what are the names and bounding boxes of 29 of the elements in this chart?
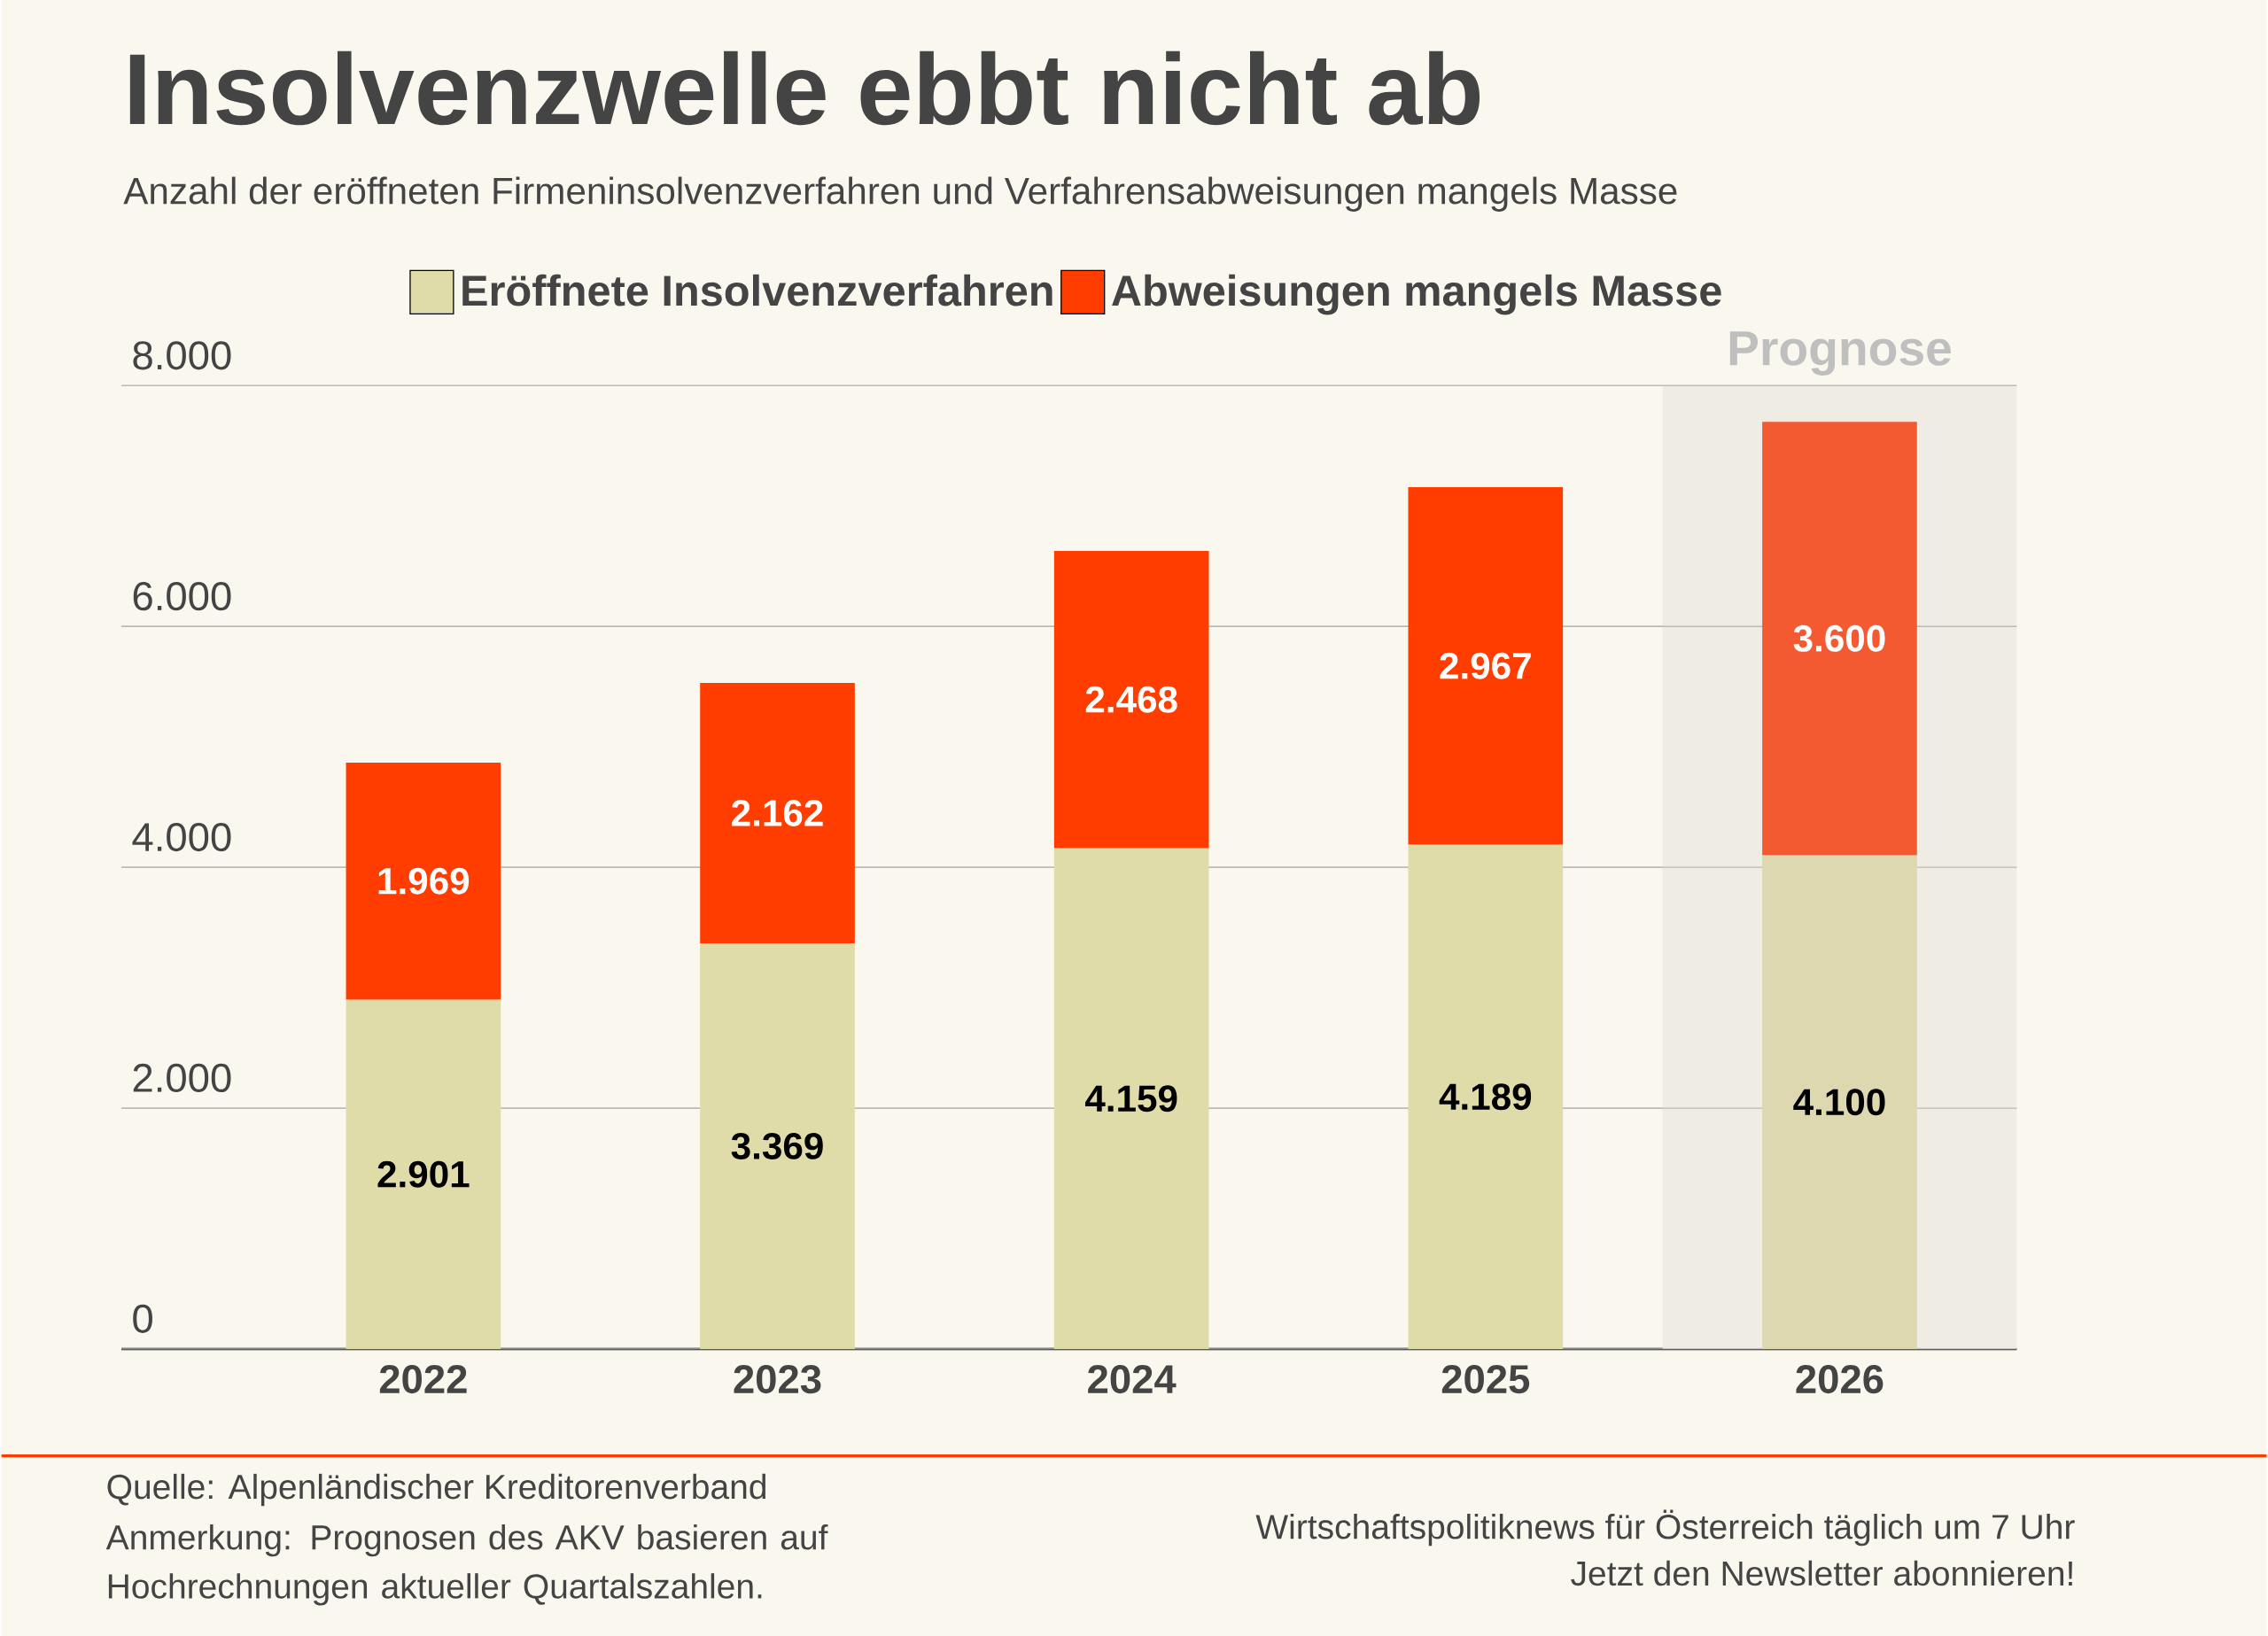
data-label: 4.159 bbox=[1084, 1085, 1177, 1112]
chart-title: Insolvenzwelle ebbt nicht ab bbox=[129, 50, 1480, 125]
band-label: Prognose bbox=[1729, 330, 1951, 376]
x-tick-label: 2025 bbox=[1441, 1364, 1530, 1393]
text: Anmerkung: Prognosen des AKV basieren auf Hochrechnungen aktueller Quartalszahlen. bbox=[105, 1524, 828, 1606]
y-tick-label: 2.000 bbox=[133, 1063, 231, 1092]
data-label: 1.969 bbox=[378, 867, 470, 895]
data-label: 2.162 bbox=[732, 799, 823, 826]
data-label: 4.189 bbox=[1439, 1083, 1532, 1110]
chart-subtitle: Anzahl der eröffneten Firmeninsolvenzverfahren und Verfahrensabweisungen mangels Masse bbox=[123, 176, 1677, 212]
legend-label: Abweisungen mangels Masse bbox=[1112, 274, 1721, 315]
x-tick-label: 2023 bbox=[734, 1364, 821, 1393]
x-tick-label: 2026 bbox=[1796, 1364, 1884, 1393]
y-tick-label: 0 bbox=[133, 1304, 152, 1333]
y-tick-label: 6.000 bbox=[133, 581, 231, 611]
text: Wirtschaftspolitiknews für Österreich täglich um 7 Uhr bbox=[1255, 1509, 2075, 1547]
y-tick-label: 8.000 bbox=[133, 340, 231, 370]
y-tick-label: 4.000 bbox=[132, 822, 231, 851]
data-label: 2.468 bbox=[1085, 686, 1177, 713]
text: Jetzt den Newsletter abonnieren! bbox=[1571, 1560, 2072, 1586]
x-tick-label: 2022 bbox=[379, 1364, 467, 1393]
source-note: Quelle: Alpenländischer Kreditorenverband bbox=[107, 1473, 766, 1506]
data-label: 2.901 bbox=[377, 1160, 470, 1188]
data-label: 2.967 bbox=[1440, 652, 1531, 679]
legend-label: Eröffnete Insolvenzverfahren bbox=[462, 274, 1052, 306]
data-label: 3.369 bbox=[731, 1132, 823, 1159]
x-tick-label: 2024 bbox=[1088, 1364, 1177, 1393]
data-label: 4.100 bbox=[1793, 1089, 1885, 1115]
data-label: 3.600 bbox=[1793, 624, 1885, 652]
